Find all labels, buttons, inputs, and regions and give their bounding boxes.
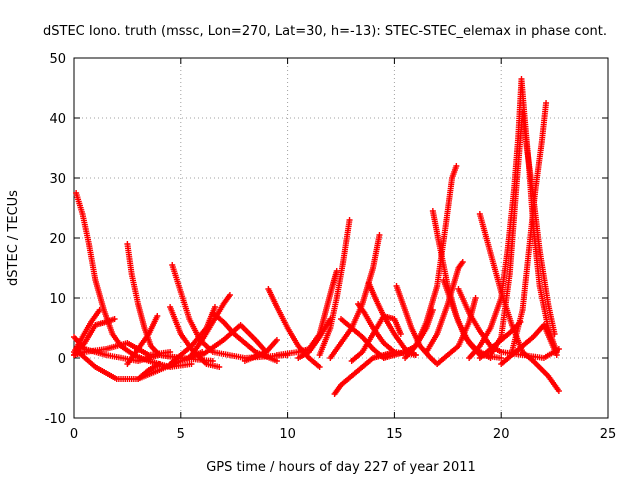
data-point (472, 295, 479, 301)
data-point (154, 313, 161, 319)
grid (74, 58, 608, 418)
data-point (517, 319, 524, 325)
series (355, 301, 419, 358)
y-tick-label: 50 (49, 52, 66, 67)
y-tick-label: 30 (49, 172, 66, 187)
x-tick-label: 10 (279, 427, 296, 442)
x-tick-label: 20 (493, 427, 510, 442)
series (265, 286, 323, 370)
y-tick-label: 20 (49, 232, 66, 247)
data-points (71, 76, 562, 397)
series (402, 163, 460, 361)
x-tick-label: 15 (386, 427, 403, 442)
data-point (498, 355, 505, 361)
y-tick-label: -10 (45, 412, 66, 427)
series (365, 280, 419, 358)
x-tick-label: 0 (70, 427, 78, 442)
data-point (96, 307, 103, 313)
series (135, 361, 163, 382)
data-point (346, 217, 353, 223)
data-point (273, 337, 280, 343)
data-point (453, 163, 460, 169)
series (124, 313, 161, 367)
series (71, 307, 103, 355)
x-tick-label: 25 (600, 427, 617, 442)
x-tick-label: 5 (177, 427, 185, 442)
data-point (211, 304, 218, 310)
data-point (216, 364, 223, 370)
data-point (111, 316, 118, 322)
data-point (459, 259, 466, 265)
data-point (156, 361, 163, 367)
data-point (316, 364, 323, 370)
series (199, 322, 270, 358)
data-point (555, 388, 562, 394)
x-axis-label: GPS time / hours of day 227 of year 2011 (206, 460, 476, 475)
y-tick-label: 0 (58, 352, 66, 367)
axis-ticks: 0 5 10 15 20 25 -10 0 10 20 30 40 50 (45, 52, 617, 442)
series (273, 268, 340, 358)
data-point (553, 352, 560, 358)
series (476, 319, 524, 361)
series (167, 304, 218, 367)
series (498, 322, 560, 367)
y-tick-label: 10 (49, 292, 66, 307)
data-point (376, 232, 383, 238)
y-tick-label: 40 (49, 112, 66, 127)
data-point (397, 331, 404, 337)
data-point (551, 331, 558, 337)
chart-title: dSTEC Iono. truth (mssc, Lon=270, Lat=30… (43, 24, 607, 39)
series (316, 217, 353, 358)
data-point (226, 292, 233, 298)
series (241, 337, 280, 364)
y-axis-label: dSTEC / TECUs (6, 190, 21, 286)
data-point (412, 352, 419, 358)
data-point (543, 100, 550, 106)
data-point (273, 358, 280, 364)
series (327, 232, 383, 361)
